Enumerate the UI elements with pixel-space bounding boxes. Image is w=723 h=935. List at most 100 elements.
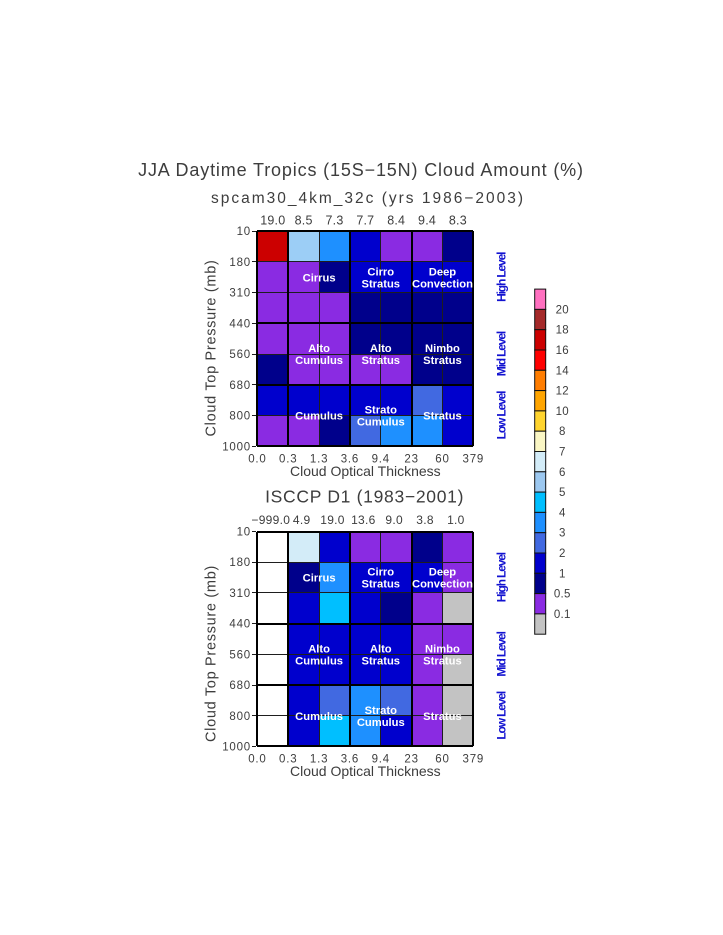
svg-text:Deep: Deep: [429, 266, 457, 278]
svg-text:379: 379: [463, 453, 485, 465]
svg-text:ISCCP D1 (1983−2001): ISCCP D1 (1983−2001): [265, 487, 464, 507]
svg-text:0.1: 0.1: [554, 609, 571, 621]
svg-text:Cirrus: Cirrus: [303, 573, 336, 585]
svg-text:High Level: High Level: [495, 252, 509, 302]
svg-text:Cloud Top Pressure (mb): Cloud Top Pressure (mb): [204, 565, 220, 742]
svg-text:Nimbo: Nimbo: [425, 343, 460, 355]
svg-text:Alto: Alto: [370, 343, 392, 355]
svg-text:680: 680: [229, 680, 251, 692]
svg-text:4.9: 4.9: [293, 513, 311, 527]
svg-text:3: 3: [559, 528, 566, 540]
svg-text:Cumulus: Cumulus: [357, 417, 405, 429]
svg-text:1000: 1000: [222, 742, 251, 754]
svg-text:8.3: 8.3: [449, 213, 467, 227]
svg-text:19.0: 19.0: [320, 513, 345, 527]
svg-text:Deep: Deep: [429, 567, 457, 579]
svg-text:0.0: 0.0: [248, 754, 266, 766]
svg-text:Alto: Alto: [308, 643, 330, 655]
svg-text:2: 2: [559, 548, 566, 560]
svg-text:Cumulus: Cumulus: [357, 717, 405, 729]
svg-text:800: 800: [229, 411, 251, 423]
svg-text:16: 16: [556, 345, 569, 357]
svg-text:Stratus: Stratus: [361, 655, 400, 667]
svg-text:Stratus: Stratus: [361, 278, 400, 290]
svg-text:Stratus: Stratus: [423, 655, 462, 667]
svg-text:60: 60: [435, 453, 449, 465]
svg-text:Low Level: Low Level: [495, 391, 509, 439]
svg-text:680: 680: [229, 380, 251, 392]
svg-text:5: 5: [559, 487, 566, 499]
svg-text:8: 8: [559, 426, 566, 438]
svg-text:19.0: 19.0: [260, 213, 285, 227]
svg-text:Cumulus: Cumulus: [295, 355, 343, 367]
svg-text:8.5: 8.5: [295, 213, 313, 227]
svg-text:Alto: Alto: [308, 343, 330, 355]
svg-text:Convection: Convection: [412, 579, 473, 591]
svg-text:Low Level: Low Level: [495, 691, 509, 739]
svg-text:High Level: High Level: [495, 552, 509, 602]
svg-text:Mid Level: Mid Level: [495, 631, 509, 676]
svg-text:1.3: 1.3: [310, 453, 328, 465]
svg-text:10: 10: [237, 527, 251, 539]
svg-text:1.0: 1.0: [447, 513, 465, 527]
svg-text:1: 1: [559, 568, 566, 580]
svg-text:3.8: 3.8: [416, 513, 434, 527]
svg-text:Stratus: Stratus: [361, 355, 400, 367]
svg-text:Cumulus: Cumulus: [295, 411, 343, 423]
svg-text:60: 60: [435, 754, 449, 766]
svg-text:Cloud Optical Thickness: Cloud Optical Thickness: [290, 463, 441, 479]
svg-text:310: 310: [229, 288, 251, 300]
svg-text:Cirro: Cirro: [367, 266, 394, 278]
svg-text:560: 560: [229, 649, 251, 661]
svg-text:Convection: Convection: [412, 278, 473, 290]
svg-text:440: 440: [229, 318, 251, 330]
svg-text:0.0: 0.0: [248, 453, 266, 465]
svg-text:800: 800: [229, 711, 251, 723]
svg-text:0.3: 0.3: [279, 453, 297, 465]
svg-text:180: 180: [229, 557, 251, 569]
svg-text:7.7: 7.7: [356, 213, 374, 227]
svg-text:18: 18: [556, 325, 569, 337]
svg-text:0.3: 0.3: [279, 754, 297, 766]
svg-text:Cloud Optical Thickness: Cloud Optical Thickness: [290, 763, 441, 779]
svg-text:3.6: 3.6: [341, 754, 359, 766]
svg-text:Stratus: Stratus: [423, 711, 462, 723]
svg-text:Alto: Alto: [370, 643, 392, 655]
svg-text:7: 7: [559, 447, 566, 459]
svg-text:23: 23: [404, 754, 418, 766]
svg-text:23: 23: [404, 453, 418, 465]
svg-text:Strato: Strato: [365, 405, 397, 417]
svg-text:13.6: 13.6: [351, 513, 376, 527]
svg-text:1.3: 1.3: [310, 754, 328, 766]
svg-text:Cirro: Cirro: [367, 567, 394, 579]
svg-text:Cumulus: Cumulus: [295, 655, 343, 667]
svg-text:Stratus: Stratus: [361, 579, 400, 591]
svg-text:Cirrus: Cirrus: [303, 272, 336, 284]
svg-text:9.4: 9.4: [418, 213, 436, 227]
svg-text:1000: 1000: [222, 441, 251, 453]
svg-text:JJA Daytime Tropics (15S−15N): JJA Daytime Tropics (15S−15N) Cloud Amou…: [138, 160, 584, 180]
svg-text:Cumulus: Cumulus: [295, 711, 343, 723]
svg-text:9.4: 9.4: [372, 453, 390, 465]
svg-text:7.3: 7.3: [326, 213, 344, 227]
svg-text:0.5: 0.5: [554, 589, 571, 601]
svg-text:spcam30_4km_32c (yrs 1986−2003: spcam30_4km_32c (yrs 1986−2003): [211, 190, 525, 207]
svg-text:10: 10: [237, 226, 251, 238]
svg-text:9.0: 9.0: [385, 513, 403, 527]
svg-text:310: 310: [229, 588, 251, 600]
svg-text:379: 379: [463, 754, 485, 766]
svg-text:10: 10: [556, 406, 569, 418]
svg-text:Strato: Strato: [365, 705, 397, 717]
svg-text:560: 560: [229, 349, 251, 361]
svg-text:12: 12: [556, 386, 569, 398]
svg-text:8.4: 8.4: [387, 213, 405, 227]
svg-text:Stratus: Stratus: [423, 411, 462, 423]
svg-text:14: 14: [556, 365, 570, 377]
svg-text:Stratus: Stratus: [423, 355, 462, 367]
svg-text:Nimbo: Nimbo: [425, 643, 460, 655]
svg-text:Mid Level: Mid Level: [495, 331, 509, 376]
svg-text:20: 20: [556, 304, 569, 316]
svg-text:9.4: 9.4: [372, 754, 390, 766]
svg-text:−999.0: −999.0: [251, 513, 290, 527]
svg-text:440: 440: [229, 619, 251, 631]
